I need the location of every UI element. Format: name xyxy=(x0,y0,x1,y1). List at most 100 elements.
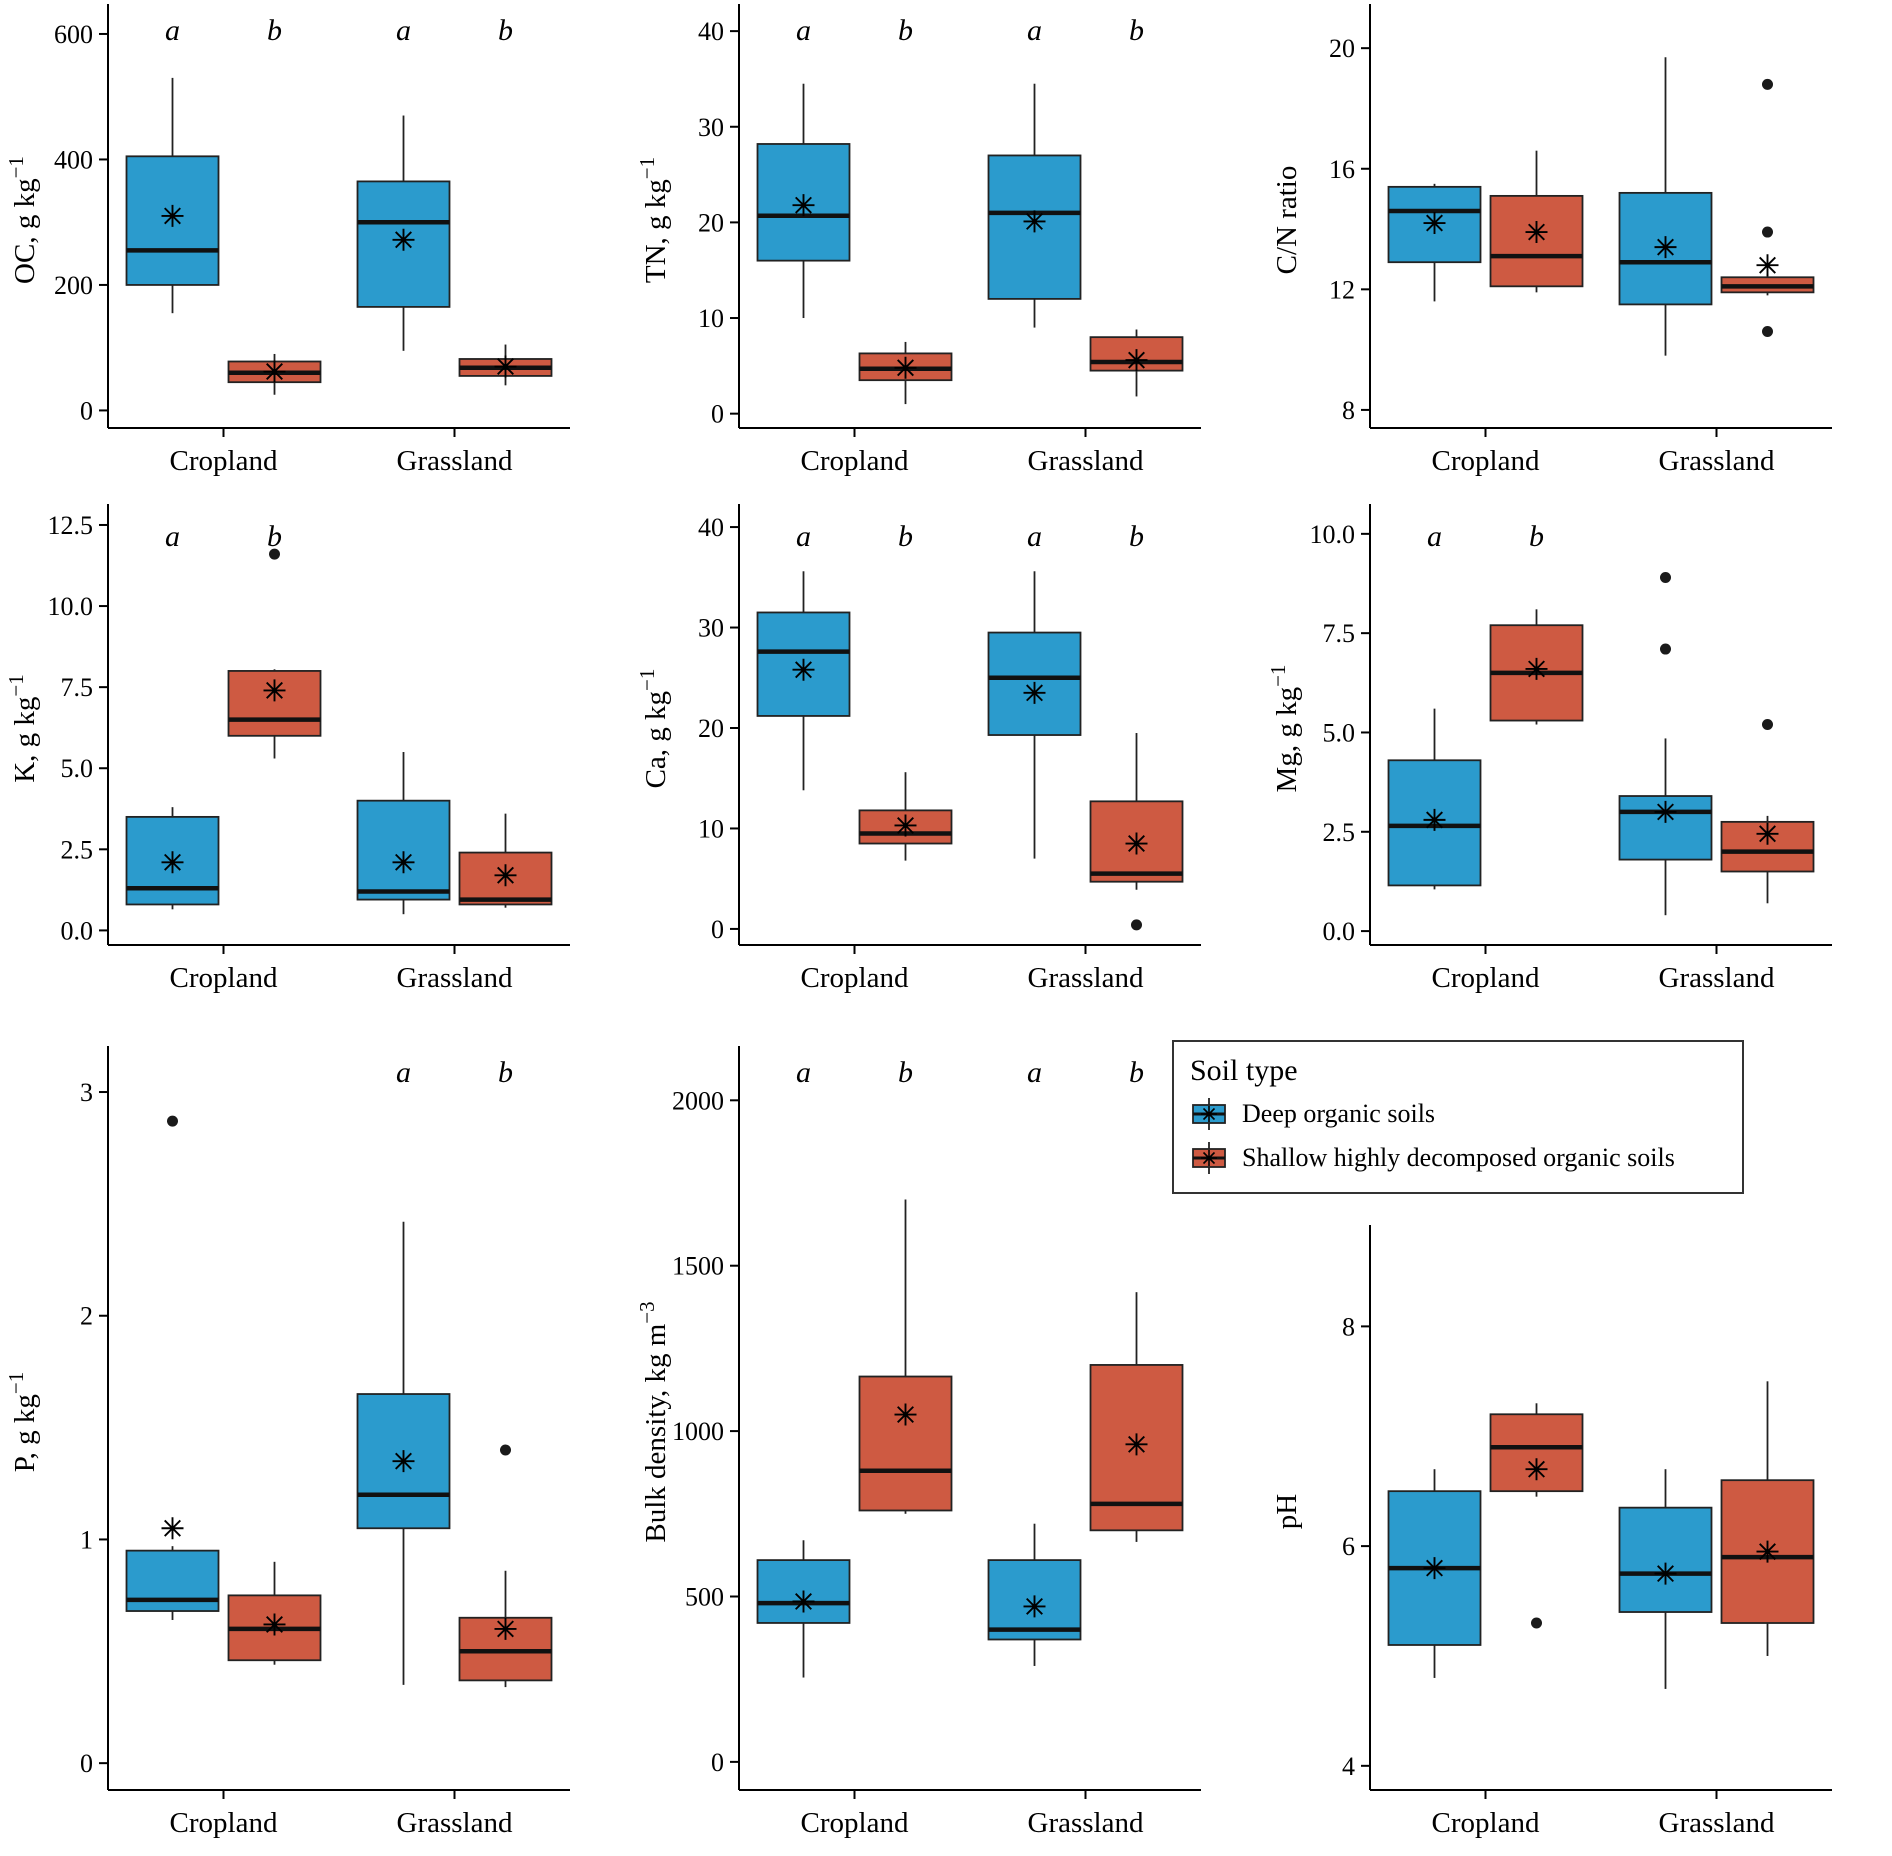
mean-marker xyxy=(1654,236,1677,259)
axis-lines xyxy=(1369,1225,1832,1791)
y-tick-label: 1 xyxy=(80,1525,93,1554)
significance-letter: b xyxy=(498,1056,513,1089)
box-cropland-shallow: b xyxy=(1489,520,1584,725)
significance-letter: b xyxy=(898,14,913,47)
x-tick-label: Cropland xyxy=(170,1807,278,1839)
y-tick-label: 0.0 xyxy=(1323,917,1356,946)
box-cropland-deep: a xyxy=(756,520,851,791)
x-tick-label: Cropland xyxy=(801,1807,909,1839)
x-tick-label: Grassland xyxy=(1659,445,1775,477)
box-cropland-shallow: b xyxy=(227,520,322,759)
y-tick-label: 7.5 xyxy=(61,673,94,702)
mean-marker xyxy=(792,1590,815,1613)
x-tick-label: Grassland xyxy=(397,962,513,994)
outlier-point xyxy=(1762,326,1773,338)
y-tick-label: 20 xyxy=(1329,34,1355,63)
y-axis: 0.0 2.5 5.0 7.5 10.0 xyxy=(1310,520,1370,946)
significance-letter: b xyxy=(1129,14,1144,47)
mean-marker xyxy=(894,1403,917,1426)
outlier-point xyxy=(1131,919,1142,931)
panel-oc: 0 200 400 600 Cropland Grassland OC, g kg−1 a b a… xyxy=(0,0,631,500)
y-tick-label: 2.5 xyxy=(61,835,94,864)
mean-marker xyxy=(1525,1458,1548,1481)
significance-letter: a xyxy=(396,1056,411,1089)
mean-marker xyxy=(263,360,286,383)
legend-entry-deep: Deep organic soils xyxy=(1188,1096,1728,1132)
y-tick-label: 5.0 xyxy=(1323,718,1356,747)
y-tick-label: 8 xyxy=(1342,396,1355,425)
y-tick-label: 500 xyxy=(685,1582,724,1611)
k-chart: 0.0 2.5 5.0 7.5 10.0 12.5 Cropland Grassland K, … xyxy=(4,504,570,994)
cn-ratio-chart: 8 12 16 20 Cropland Grassland C/N ratio xyxy=(1271,4,1832,477)
y-tick-label: 0 xyxy=(711,915,724,944)
x-axis: Cropland Grassland xyxy=(801,1790,1144,1839)
mean-marker xyxy=(1423,1557,1446,1580)
mean-marker xyxy=(1525,221,1548,244)
axis-lines xyxy=(107,504,570,946)
significance-letter: a xyxy=(1027,1056,1042,1089)
box-cropland-shallow: b xyxy=(858,520,953,861)
panel-cn-ratio: 8 12 16 20 Cropland Grassland C/N ratio xyxy=(1262,0,1892,500)
x-tick-label: Cropland xyxy=(1432,962,1540,994)
y-tick-label: 2 xyxy=(80,1302,93,1331)
mean-marker xyxy=(1756,822,1779,845)
y-tick-label: 5.0 xyxy=(61,754,94,783)
outlier-point xyxy=(500,1444,511,1456)
mean-marker xyxy=(161,851,184,874)
mean-marker xyxy=(1125,1433,1148,1456)
x-tick-label: Cropland xyxy=(170,445,278,477)
y-tick-label: 200 xyxy=(54,271,93,300)
box-cropland-deep: a xyxy=(756,1056,851,1678)
significance-letter: a xyxy=(1027,520,1042,553)
y-tick-label: 7.5 xyxy=(1323,619,1356,648)
mean-marker xyxy=(1525,657,1548,680)
y-tick-label: 16 xyxy=(1329,155,1355,184)
y-tick-label: 3 xyxy=(80,1078,93,1107)
x-axis: Cropland Grassland xyxy=(170,1790,513,1839)
x-tick-label: Cropland xyxy=(801,962,909,994)
x-tick-label: Cropland xyxy=(1432,445,1540,477)
y-tick-label: 20 xyxy=(698,208,724,237)
y-tick-label: 0 xyxy=(80,396,93,425)
x-tick-label: Grassland xyxy=(1028,962,1144,994)
y-tick-label: 10.0 xyxy=(48,592,94,621)
x-axis: Cropland Grassland xyxy=(170,945,513,994)
panel-k: 0.0 2.5 5.0 7.5 10.0 12.5 Cropland Grassland K, … xyxy=(0,500,631,1028)
x-tick-label: Grassland xyxy=(397,1807,513,1839)
y-tick-label: 20 xyxy=(698,714,724,743)
axis-lines xyxy=(107,1046,570,1791)
mean-marker xyxy=(1756,254,1779,277)
mean-marker xyxy=(392,228,415,251)
box-cropland-shallow: b xyxy=(858,14,953,405)
x-axis: Cropland Grassland xyxy=(801,945,1144,994)
box-grassland-deep: a xyxy=(987,1056,1082,1666)
box-cropland-deep xyxy=(1387,183,1482,302)
oc-chart: 0 200 400 600 Cropland Grassland OC, g kg−1 a b a… xyxy=(4,4,570,477)
y-axis: 0.0 2.5 5.0 7.5 10.0 12.5 xyxy=(48,511,108,945)
y-tick-label: 0 xyxy=(711,400,724,429)
box-grassland-shallow: b xyxy=(1089,14,1184,397)
significance-letter: b xyxy=(898,1056,913,1089)
y-tick-label: 1500 xyxy=(672,1252,724,1281)
ph-chart: 4 6 8 Cropland Grassland pH xyxy=(1271,1225,1832,1839)
box-grassland-shallow: b xyxy=(458,1056,553,1688)
mean-marker xyxy=(1654,1562,1677,1585)
box-cropland-shallow xyxy=(1489,150,1584,293)
outlier-point xyxy=(1762,226,1773,238)
y-tick-label: 2.5 xyxy=(1323,818,1356,847)
box-grassland-shallow xyxy=(1720,719,1815,904)
bulk-density-chart: 0 500 1000 1500 2000 Cropland Grassland Bulk de… xyxy=(635,1046,1201,1839)
box-cropland-shallow: b xyxy=(858,1056,953,1514)
significance-letter: a xyxy=(796,520,811,553)
significance-letter: a xyxy=(1427,520,1442,553)
x-axis: Cropland Grassland xyxy=(1432,1790,1775,1839)
box-cropland-shallow xyxy=(1489,1403,1584,1629)
y-tick-label: 12 xyxy=(1329,275,1355,304)
mean-marker xyxy=(1423,808,1446,831)
box-grassland-deep: a xyxy=(987,520,1082,859)
y-tick-label: 40 xyxy=(698,513,724,542)
y-tick-label: 0 xyxy=(80,1749,93,1778)
outlier-point xyxy=(1762,719,1773,731)
outlier-point xyxy=(269,548,280,560)
box-grassland-shallow xyxy=(1720,78,1815,338)
